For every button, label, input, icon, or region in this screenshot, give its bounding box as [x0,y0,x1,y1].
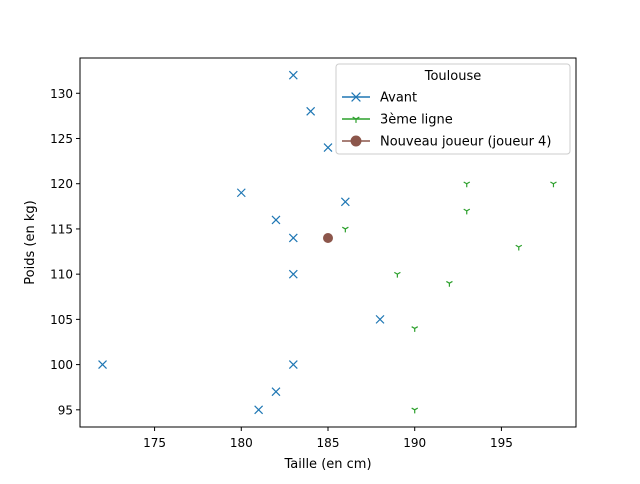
data-point-series1-9 [375,314,385,324]
legend-marker-2 [352,116,360,123]
x-axis-label: Taille (en cm) [283,457,371,472]
y-tick-label-130: 130 [50,87,73,101]
data-point-series1-1 [288,70,298,80]
legend-label-3: Nouveau joueur (joueur 4) [380,135,551,150]
data-point-series2-9 [411,407,419,414]
y-tick-label-115: 115 [50,222,73,236]
data-point-series1-10 [98,360,107,370]
y-tick-label-105: 105 [50,313,73,327]
y-tick-label-120: 120 [50,177,73,191]
data-point-series1-12 [271,387,281,397]
y-axis-label: Poids (en kg) [23,200,38,284]
data-point-series2-5 [515,244,523,251]
x-tick-label-175: 175 [143,436,166,450]
data-point-series2-7 [446,280,453,287]
legend-label-1: Avant [380,91,417,106]
legend-title: Toulouse [424,69,482,84]
legend: Toulouse Avant 3ème ligne Nouveau joueur (… [335,63,571,155]
y-tick-label-100: 100 [50,358,73,372]
data-point-series1-11 [288,360,298,370]
data-point-series1-7 [288,233,298,243]
data-point-series2-1 [463,181,471,188]
data-point-series1-4 [236,188,246,198]
legend-marker-3 [350,135,362,147]
data-point-series1-5 [340,197,350,207]
y-tick-label-95: 95 [58,403,73,417]
y-tick-label-110: 110 [50,268,73,282]
data-point-series2-3 [463,208,471,215]
data-point-series2-8 [411,326,419,332]
y-tick-label-125: 125 [50,132,73,146]
data-point-series1-8 [288,269,298,279]
data-point-series2-4 [341,226,349,233]
data-point-series1-2 [306,106,316,116]
data-point-series2-6 [394,271,401,278]
data-point-series3-1 [323,232,333,243]
legend-marker-1 [351,92,361,102]
data-point-series1-3 [323,143,333,152]
x-tick-label-180: 180 [230,436,253,450]
data-point-series2-2 [550,181,557,188]
x-tick-label-195: 195 [490,436,513,450]
x-tick-label-190: 190 [403,436,426,450]
data-point-series1-13 [254,405,264,415]
data-point-series1-6 [271,215,281,225]
x-tick-label-185: 185 [317,436,340,450]
legend-label-2: 3ème ligne [380,113,453,128]
legend-box [335,63,571,155]
